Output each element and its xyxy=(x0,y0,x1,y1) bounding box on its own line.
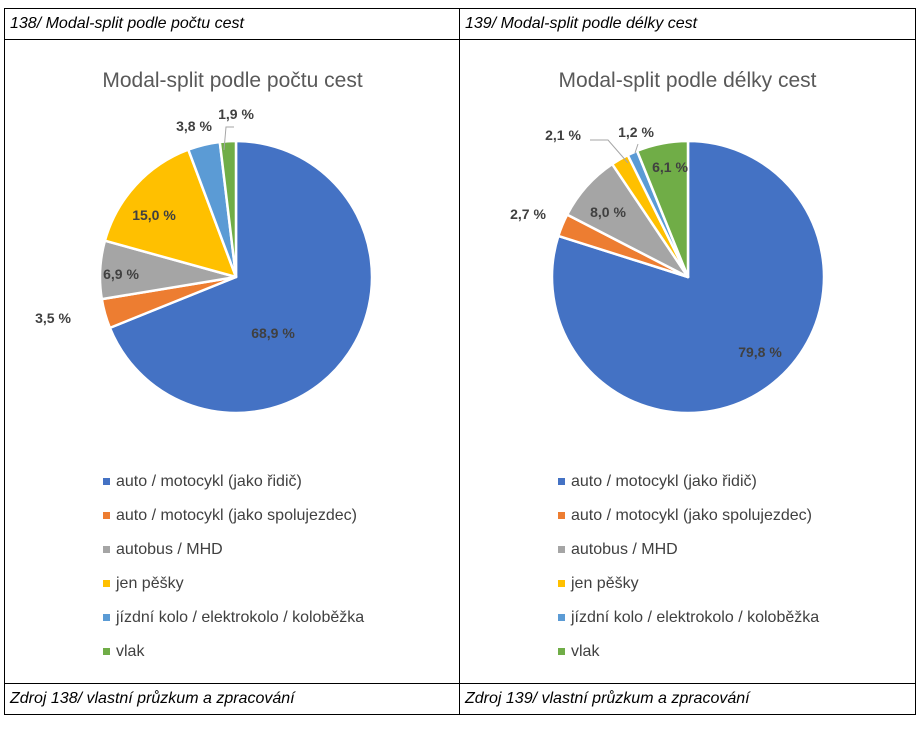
legend-swatch xyxy=(558,614,565,621)
legend-swatch xyxy=(558,580,565,587)
pie-chart-trip-length: Modal-split podle délky cest 79,8 % 2,7 % 8… xyxy=(510,69,826,660)
data-label: 2,1 % xyxy=(545,127,581,143)
pie-chart-trip-count: Modal-split podle počtu cest 68,9 % 3,5 % 6… xyxy=(35,69,374,660)
legend-swatch xyxy=(558,478,565,485)
figure-source: Zdroj 138/ vlastní průzkum a zpracování xyxy=(5,683,459,714)
data-label: 15,0 % xyxy=(132,207,176,223)
data-label: 3,5 % xyxy=(35,310,71,326)
legend-label: autobus / MHD xyxy=(571,541,678,558)
leader-line xyxy=(223,126,234,151)
legend-label: auto / motocykl (jako řidič) xyxy=(571,473,757,490)
leader-line xyxy=(634,143,639,154)
pie-slice xyxy=(218,139,238,279)
legend-label: vlak xyxy=(571,643,600,660)
data-label: 79,8 % xyxy=(738,344,782,360)
legend-label: jízdní kolo / elektrokolo / koloběžka xyxy=(570,609,819,626)
figure-caption: 139/ Modal-split podle délky cest xyxy=(460,9,915,40)
legend-swatch xyxy=(103,478,110,485)
legend-swatch xyxy=(103,580,110,587)
data-label: 8,0 % xyxy=(590,204,626,220)
pie-slice xyxy=(635,139,690,279)
legend-label: auto / motocykl (jako řidič) xyxy=(116,473,302,490)
legend-swatch xyxy=(103,546,110,553)
figure-panel-138: 138/ Modal-split podle počtu cest Modal-… xyxy=(4,8,460,715)
chart-title: Modal-split podle délky cest xyxy=(559,69,817,92)
chart-title: Modal-split podle počtu cest xyxy=(102,69,362,92)
legend-swatch xyxy=(558,546,565,553)
legend-label: jen pěšky xyxy=(570,575,639,592)
legend-label: auto / motocykl (jako spolujezdec) xyxy=(571,507,812,524)
legend-label: autobus / MHD xyxy=(116,541,223,558)
data-label: 68,9 % xyxy=(251,325,295,341)
data-label: 1,2 % xyxy=(618,124,654,140)
legend-swatch xyxy=(558,648,565,655)
figure-source: Zdroj 139/ vlastní průzkum a zpracování xyxy=(460,683,915,714)
legend-label: vlak xyxy=(116,643,145,660)
data-label: 6,1 % xyxy=(652,159,688,175)
pie-slice xyxy=(108,139,374,415)
legend-swatch xyxy=(103,614,110,621)
legend-label: jen pěšky xyxy=(115,575,184,592)
figure-panel-139: 139/ Modal-split podle délky cest Modal-… xyxy=(459,8,916,715)
leader-line xyxy=(590,139,629,164)
data-label: 3,8 % xyxy=(176,118,212,134)
legend-swatch xyxy=(558,512,565,519)
legend-label: auto / motocykl (jako spolujezdec) xyxy=(116,507,357,524)
data-label: 6,9 % xyxy=(103,266,139,282)
legend-swatch xyxy=(103,512,110,519)
data-label: 2,7 % xyxy=(510,206,546,222)
figure-caption: 138/ Modal-split podle počtu cest xyxy=(5,9,459,40)
data-label: 1,9 % xyxy=(218,106,254,122)
legend-label: jízdní kolo / elektrokolo / koloběžka xyxy=(115,609,364,626)
pie-slice xyxy=(103,148,238,279)
legend-swatch xyxy=(103,648,110,655)
